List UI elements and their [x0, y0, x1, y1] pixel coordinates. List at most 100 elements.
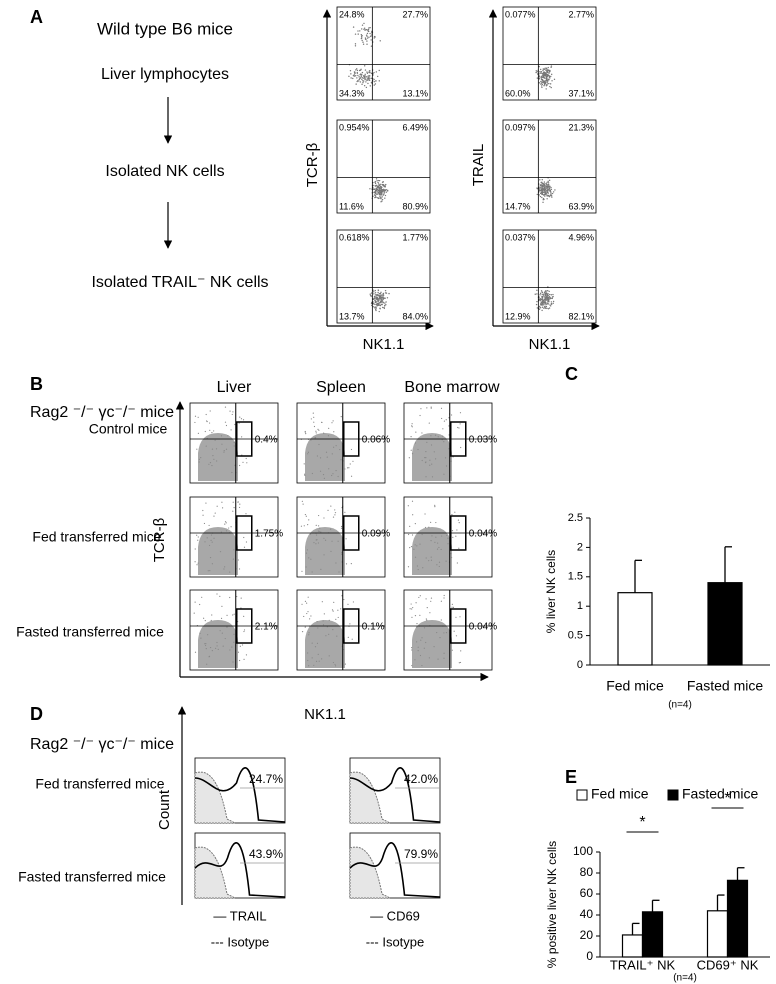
event-dot	[234, 423, 236, 426]
event-dot	[347, 603, 349, 605]
event-dot	[426, 607, 428, 609]
event-dot	[543, 301, 545, 303]
event-dot	[546, 181, 548, 184]
event-dot	[225, 522, 227, 524]
event-dot	[330, 505, 332, 507]
event-dot	[348, 75, 350, 78]
event-dot	[340, 525, 343, 528]
event-dot	[209, 410, 211, 412]
event-dot	[431, 476, 434, 478]
event-dot	[410, 545, 413, 548]
event-dot	[243, 629, 246, 631]
event-dot	[305, 515, 307, 517]
event-dot	[364, 73, 366, 76]
event-dot	[458, 547, 460, 549]
event-dot	[539, 68, 542, 71]
event-dot	[375, 294, 377, 296]
event-dot	[316, 621, 318, 623]
cell-cloud	[305, 433, 345, 481]
event-dot	[332, 661, 335, 664]
event-dot	[545, 299, 547, 301]
event-dot	[548, 82, 550, 85]
event-dot	[456, 562, 458, 564]
event-dot	[375, 306, 377, 308]
event-dot	[307, 611, 309, 613]
quadrant-percent: 84.0%	[402, 311, 428, 321]
event-dot	[239, 464, 241, 467]
cell-cloud	[412, 620, 452, 668]
plot-frame	[336, 229, 431, 324]
event-dot	[542, 295, 544, 298]
quadrant-percent: 63.9%	[568, 201, 594, 211]
event-dot	[337, 540, 339, 542]
event-dot	[459, 616, 461, 618]
event-dot	[378, 190, 381, 193]
event-dot	[209, 556, 212, 559]
histogram-percent: 43.9%	[249, 847, 283, 861]
event-dot	[307, 652, 309, 654]
event-dot	[548, 187, 551, 189]
event-dot	[364, 78, 366, 80]
event-dot	[200, 637, 202, 639]
event-dot	[540, 297, 542, 300]
event-dot	[356, 80, 359, 82]
event-dot	[349, 463, 351, 465]
event-dot	[337, 616, 339, 619]
event-dot	[213, 430, 215, 432]
event-dot	[378, 302, 381, 304]
event-dot	[540, 191, 542, 193]
event-dot	[429, 459, 431, 461]
event-dot	[335, 469, 337, 472]
event-dot	[455, 616, 457, 618]
gate-percent: 0.09%	[362, 529, 390, 540]
event-dot	[318, 660, 320, 662]
event-dot	[349, 70, 352, 72]
event-dot	[538, 305, 541, 308]
event-dot	[379, 292, 382, 295]
event-dot	[368, 78, 370, 81]
quadrant-percent: 13.1%	[402, 88, 428, 98]
event-dot	[362, 77, 365, 79]
legend-label: Fasted mice	[682, 786, 758, 802]
event-dot	[354, 45, 357, 47]
event-dot	[335, 618, 337, 621]
event-dot	[245, 654, 248, 656]
event-dot	[379, 195, 381, 198]
event-dot	[435, 536, 437, 538]
event-dot	[341, 552, 343, 554]
gate-percent: 0.1%	[362, 622, 385, 633]
event-dot	[416, 623, 418, 625]
quadrant-percent: 4.96%	[568, 232, 594, 242]
event-dot	[540, 75, 543, 77]
event-dot	[385, 183, 387, 186]
quadrant-percent: 0.037%	[505, 232, 536, 242]
event-dot	[540, 183, 542, 186]
event-dot	[331, 453, 333, 455]
quadrant-percent: 0.077%	[505, 9, 536, 19]
event-dot	[544, 72, 547, 74]
event-dot	[443, 652, 445, 654]
event-dot	[375, 80, 377, 82]
event-dot	[548, 307, 551, 309]
event-dot	[380, 183, 382, 186]
event-dot	[315, 543, 317, 545]
event-dot	[317, 627, 319, 629]
event-dot	[323, 517, 325, 519]
event-dot	[416, 565, 419, 567]
event-dot	[425, 641, 427, 644]
event-dot	[546, 191, 548, 193]
event-dot	[429, 612, 431, 614]
event-dot	[536, 187, 539, 190]
event-dot	[379, 185, 382, 188]
event-dot	[233, 641, 235, 643]
event-dot	[338, 571, 340, 573]
event-dot	[419, 414, 421, 417]
event-dot	[230, 526, 232, 528]
event-dot	[541, 300, 544, 303]
event-dot	[316, 455, 319, 457]
event-dot	[308, 632, 310, 634]
event-dot	[544, 299, 546, 301]
event-dot	[547, 183, 550, 186]
event-dot	[382, 302, 384, 304]
event-dot	[204, 541, 206, 543]
